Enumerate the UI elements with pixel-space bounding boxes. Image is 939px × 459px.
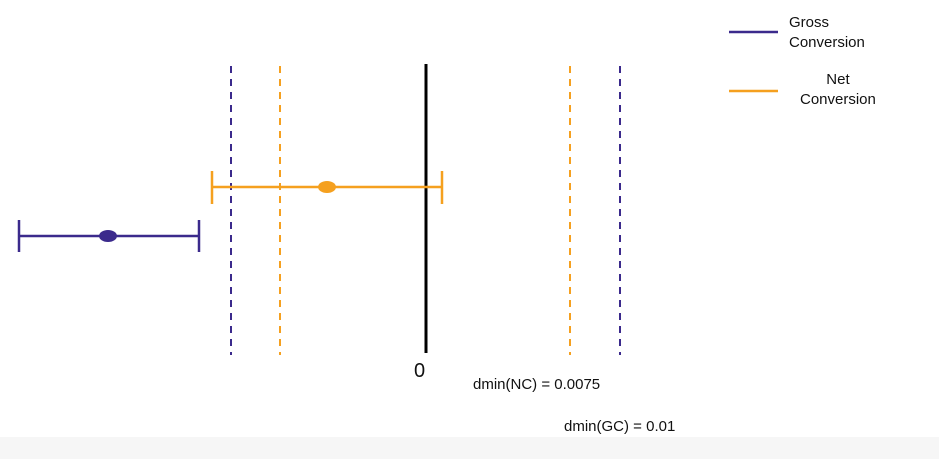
legend-gross-line2: Conversion: [789, 34, 865, 51]
legend-gross-label: Gross Conversion: [789, 13, 865, 53]
legend-gross-line1: Gross: [789, 14, 830, 31]
net-point-estimate: [318, 181, 336, 193]
zero-label: 0: [414, 360, 426, 382]
legend-net-label: Net Conversion: [800, 70, 876, 110]
legend-net-line2: Conversion: [800, 91, 876, 108]
legend-net-line1: Net: [826, 71, 850, 88]
dmin-gc-annotation: dmin(GC) = 0.01: [564, 418, 676, 435]
bottom-band: [0, 437, 939, 459]
dmin-nc-annotation: dmin(NC) = 0.0075: [473, 376, 601, 393]
gross-point-estimate: [99, 230, 117, 242]
